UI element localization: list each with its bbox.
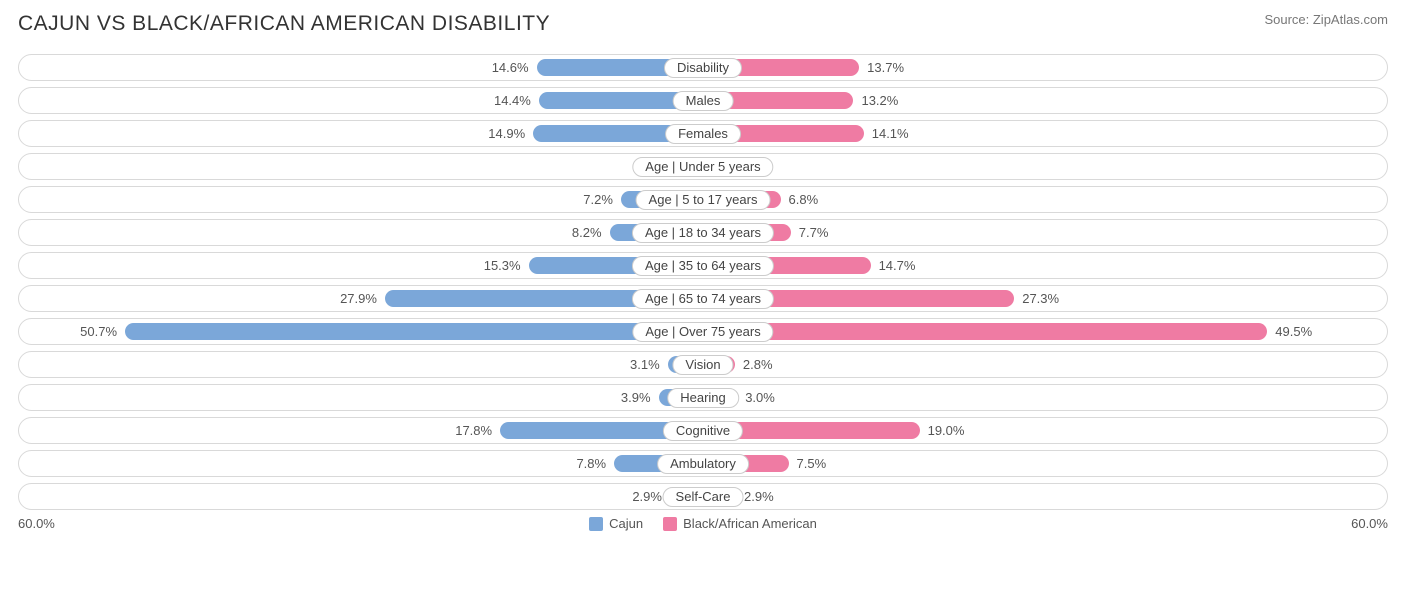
chart-row: 7.2% 6.8% Age | 5 to 17 years: [18, 186, 1388, 213]
bar-value-left: 14.4%: [494, 93, 531, 108]
bar-value-left: 14.9%: [488, 126, 525, 141]
chart-row: 3.9% 3.0% Hearing: [18, 384, 1388, 411]
bar-left: [125, 323, 703, 340]
chart-header: CAJUN VS BLACK/AFRICAN AMERICAN DISABILI…: [18, 12, 1388, 36]
legend-item-right: Black/African American: [663, 516, 817, 531]
legend: Cajun Black/African American: [589, 516, 817, 531]
legend-label-right: Black/African American: [683, 516, 817, 531]
bar-value-left: 7.8%: [576, 456, 606, 471]
legend-swatch-left: [589, 517, 603, 531]
bar-value-right: 13.2%: [861, 93, 898, 108]
bar-value-right: 13.7%: [867, 60, 904, 75]
chart-source: Source: ZipAtlas.com: [1264, 12, 1388, 27]
category-label: Ambulatory: [657, 454, 749, 474]
bar-value-right: 49.5%: [1275, 324, 1312, 339]
category-label: Age | Over 75 years: [632, 322, 773, 342]
bar-value-left: 2.9%: [632, 489, 662, 504]
category-label: Self-Care: [663, 487, 744, 507]
bar-value-right: 7.7%: [799, 225, 829, 240]
chart-title: CAJUN VS BLACK/AFRICAN AMERICAN DISABILI…: [18, 12, 550, 36]
chart-rows: 14.6% 13.7% Disability 14.4% 13.2% Males 14.9%…: [18, 54, 1388, 510]
bar-value-left: 8.2%: [572, 225, 602, 240]
chart-row: 3.1% 2.8% Vision: [18, 351, 1388, 378]
category-label: Males: [673, 91, 734, 111]
chart-row: 8.2% 7.7% Age | 18 to 34 years: [18, 219, 1388, 246]
bar-value-right: 14.7%: [879, 258, 916, 273]
bar-value-right: 14.1%: [872, 126, 909, 141]
bar-value-left: 14.6%: [492, 60, 529, 75]
bar-value-left: 50.7%: [80, 324, 117, 339]
bar-value-left: 15.3%: [484, 258, 521, 273]
chart-row: 27.9% 27.3% Age | 65 to 74 years: [18, 285, 1388, 312]
category-label: Age | Under 5 years: [632, 157, 773, 177]
legend-swatch-right: [663, 517, 677, 531]
category-label: Age | 18 to 34 years: [632, 223, 774, 243]
bar-value-right: 6.8%: [789, 192, 819, 207]
category-label: Females: [665, 124, 741, 144]
axis-max-left: 60.0%: [18, 516, 55, 531]
category-label: Age | 65 to 74 years: [632, 289, 774, 309]
bar-value-right: 2.9%: [744, 489, 774, 504]
chart-row: 14.6% 13.7% Disability: [18, 54, 1388, 81]
bar-value-left: 7.2%: [583, 192, 613, 207]
chart-row: 1.6%1.4%Age | Under 5 years: [18, 153, 1388, 180]
category-label: Age | 35 to 64 years: [632, 256, 774, 276]
legend-label-left: Cajun: [609, 516, 643, 531]
chart-row: 7.8% 7.5% Ambulatory: [18, 450, 1388, 477]
category-label: Vision: [672, 355, 733, 375]
bar-value-right: 3.0%: [745, 390, 775, 405]
axis-max-right: 60.0%: [1351, 516, 1388, 531]
chart-row: 50.7% 49.5% Age | Over 75 years: [18, 318, 1388, 345]
bar-value-left: 3.9%: [621, 390, 651, 405]
bar-value-right: 2.8%: [743, 357, 773, 372]
bar-value-right: 19.0%: [928, 423, 965, 438]
category-label: Cognitive: [663, 421, 743, 441]
legend-item-left: Cajun: [589, 516, 643, 531]
chart-row: 17.8% 19.0% Cognitive: [18, 417, 1388, 444]
chart-row: 14.4% 13.2% Males: [18, 87, 1388, 114]
category-label: Hearing: [667, 388, 739, 408]
category-label: Disability: [664, 58, 742, 78]
diverging-bar-chart: CAJUN VS BLACK/AFRICAN AMERICAN DISABILI…: [0, 0, 1406, 541]
bar-value-left: 17.8%: [455, 423, 492, 438]
bar-value-left: 27.9%: [340, 291, 377, 306]
bar-value-right: 27.3%: [1022, 291, 1059, 306]
bar-value-left: 3.1%: [630, 357, 660, 372]
chart-row: 2.9% 2.9%Self-Care: [18, 483, 1388, 510]
chart-row: 14.9% 14.1% Females: [18, 120, 1388, 147]
category-label: Age | 5 to 17 years: [636, 190, 771, 210]
bar-right: [703, 323, 1267, 340]
chart-row: 15.3% 14.7% Age | 35 to 64 years: [18, 252, 1388, 279]
chart-footer: 60.0% Cajun Black/African American 60.0%: [18, 516, 1388, 531]
bar-value-right: 7.5%: [797, 456, 827, 471]
